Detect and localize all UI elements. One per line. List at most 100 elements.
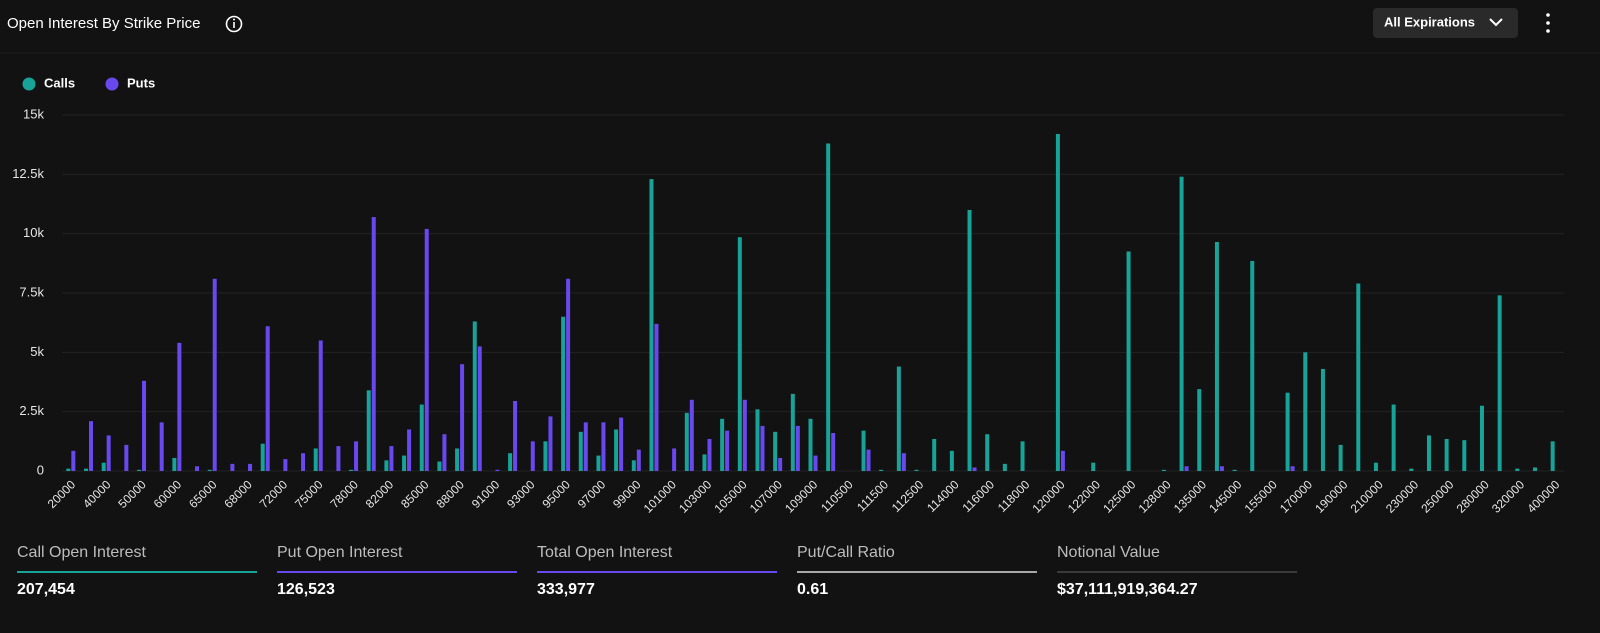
bar (1250, 260, 1255, 471)
bar (914, 469, 919, 471)
bar (1290, 466, 1295, 471)
bar (760, 425, 765, 471)
bar (1285, 392, 1290, 471)
stat-label: Call Open Interest (17, 544, 147, 561)
bar (71, 450, 76, 471)
legend-item[interactable]: Calls (22, 75, 76, 91)
legend-swatch (22, 77, 36, 91)
bar (84, 468, 89, 471)
info-icon-ring (225, 15, 243, 33)
bar (967, 209, 972, 471)
bar (419, 404, 424, 471)
bar (460, 364, 465, 471)
bar (212, 278, 217, 471)
bar (932, 438, 937, 471)
bar (773, 431, 778, 471)
bar (207, 469, 212, 471)
bar (813, 455, 818, 471)
y-tick-label: 15k (23, 106, 44, 121)
legend-item[interactable]: Puts (105, 75, 156, 91)
bar (1550, 441, 1555, 471)
bar (1373, 462, 1378, 471)
bar (1214, 241, 1219, 471)
bar (778, 457, 783, 471)
bar (702, 454, 707, 471)
info-icon-dot (233, 18, 235, 21)
bar (318, 340, 323, 471)
bar (402, 455, 407, 471)
menu-dot (1546, 29, 1550, 33)
bar (177, 342, 182, 471)
bar (1462, 440, 1467, 471)
bar (742, 399, 747, 471)
dropdown-box (1373, 8, 1518, 38)
bar (614, 429, 619, 471)
bar (495, 469, 500, 471)
bar (472, 321, 477, 471)
bar (619, 417, 624, 471)
bar (985, 434, 990, 471)
menu-button[interactable] (1546, 13, 1550, 33)
bar (861, 430, 866, 471)
chart-title: Open Interest By Strike Price (7, 15, 200, 32)
bar (1091, 462, 1096, 471)
bar (66, 468, 71, 471)
y-tick-label: 12.5k (12, 166, 44, 181)
bar (437, 461, 442, 471)
stat-value: 333,977 (537, 581, 595, 598)
bar (896, 366, 901, 471)
bar (371, 217, 376, 471)
stat-label: Put/Call Ratio (797, 544, 895, 561)
bar (1126, 251, 1131, 471)
bar (548, 416, 553, 471)
bar (124, 444, 129, 471)
bar (1532, 467, 1537, 471)
bar (1197, 389, 1202, 471)
bar (1391, 404, 1396, 471)
stat-value: $37,111,919,364.27 (1057, 581, 1198, 598)
info-icon[interactable] (225, 15, 243, 33)
bar (755, 409, 760, 471)
bar (530, 441, 535, 471)
dropdown-chevron (1489, 18, 1503, 27)
bar (384, 460, 389, 471)
bar (366, 390, 371, 471)
bar (795, 425, 800, 471)
bar (631, 460, 636, 471)
bar (137, 469, 142, 471)
stat-underline (277, 571, 517, 573)
bar (442, 434, 447, 471)
bar (689, 399, 694, 471)
y-tick-label: 2.5k (19, 403, 44, 418)
bar (879, 469, 884, 471)
bar (1409, 468, 1414, 471)
menu-dot (1546, 21, 1550, 25)
stat-value: 207,454 (17, 581, 75, 598)
bar (101, 462, 106, 471)
bar (1356, 283, 1361, 471)
bar (543, 441, 548, 471)
legend-swatch (105, 77, 119, 91)
bar (349, 469, 354, 471)
bar (1179, 176, 1184, 471)
bar (636, 449, 641, 471)
bar (1232, 469, 1237, 471)
bar (354, 441, 359, 471)
bar (1219, 466, 1224, 471)
stat-value: 0.61 (797, 581, 828, 598)
bar (1444, 438, 1449, 471)
bar (1002, 463, 1007, 471)
bar (654, 323, 659, 471)
bar (260, 443, 265, 471)
bar (142, 380, 147, 471)
stat-underline (17, 571, 257, 573)
stat-label: Total Open Interest (537, 544, 673, 561)
stat-underline (797, 571, 1037, 573)
bar (283, 459, 288, 471)
expiration-dropdown[interactable]: All Expirations (1373, 8, 1518, 38)
bar (389, 446, 394, 471)
bar (561, 316, 566, 471)
bar (725, 430, 730, 471)
bar (972, 467, 977, 471)
